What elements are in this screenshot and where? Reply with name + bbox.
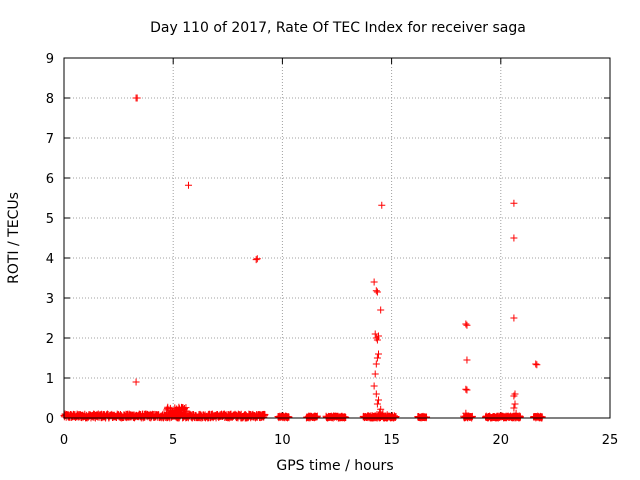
data-point	[533, 361, 541, 369]
y-tick-label: 5	[46, 212, 54, 227]
data-point	[510, 392, 518, 400]
y-tick-label: 2	[46, 332, 54, 347]
x-tick-label: 10	[274, 433, 291, 448]
x-tick-label: 25	[602, 433, 619, 448]
data-point	[133, 94, 141, 102]
data-point	[253, 255, 261, 263]
data-point-baseline	[261, 411, 269, 419]
y-tick-label: 9	[46, 52, 54, 67]
data-point-baseline	[182, 411, 190, 419]
data-point	[462, 320, 470, 328]
data-point-baseline	[285, 413, 293, 421]
data-point	[370, 382, 378, 390]
data-point	[376, 408, 384, 416]
data-point	[374, 350, 382, 358]
data-point-baseline	[423, 413, 431, 421]
x-tick-label: 0	[60, 433, 68, 448]
data-point	[184, 181, 192, 189]
x-tick-labels: 0 5 10 15 20 25	[60, 433, 618, 448]
y-tick-label: 6	[46, 172, 54, 187]
data-points	[60, 94, 546, 422]
x-tick-label: 5	[169, 433, 177, 448]
data-point	[377, 306, 385, 314]
data-point	[373, 400, 381, 408]
data-point	[372, 360, 380, 368]
grid-lines	[64, 58, 610, 418]
plot-frame	[63, 57, 611, 419]
data-point	[374, 332, 382, 340]
y-tick-label: 3	[46, 292, 54, 307]
data-point	[374, 396, 382, 404]
y-tick-label: 4	[46, 252, 54, 267]
y-axis-label: ROTI / TECUs	[6, 192, 22, 284]
data-point	[462, 385, 470, 393]
data-point	[383, 411, 391, 419]
data-point	[371, 370, 379, 378]
data-point	[252, 256, 260, 264]
data-point	[532, 360, 540, 368]
data-point	[463, 321, 471, 329]
data-point-baseline	[182, 407, 190, 415]
chart-title: Day 110 of 2017, Rate Of TEC Index for r…	[150, 20, 526, 36]
x-tick-label: 15	[383, 433, 400, 448]
data-point	[511, 400, 519, 408]
y-tick-label: 1	[46, 372, 54, 387]
data-point-baseline	[538, 413, 546, 421]
data-point	[512, 409, 520, 417]
y-tick-labels: 0 1 2 3 4 5 6 7 8 9	[46, 52, 54, 427]
data-point	[463, 386, 471, 394]
data-point	[132, 378, 140, 386]
data-point-baseline	[516, 413, 524, 421]
x-tick-label: 20	[493, 433, 510, 448]
y-tick-label: 0	[46, 412, 54, 427]
y-tick-label: 8	[46, 92, 54, 107]
data-point	[372, 287, 380, 295]
data-point	[373, 288, 381, 296]
data-point	[510, 234, 518, 242]
data-point	[373, 336, 381, 344]
data-point	[510, 199, 518, 207]
data-point	[510, 404, 518, 412]
y-tick-label: 7	[46, 132, 54, 147]
data-point	[378, 201, 386, 209]
axis-ticks	[63, 57, 611, 419]
data-point-baseline	[342, 413, 350, 421]
data-point-baseline	[392, 412, 400, 420]
data-point	[373, 354, 381, 362]
data-point	[463, 356, 471, 364]
data-point	[510, 314, 518, 322]
data-point	[370, 278, 378, 286]
data-point	[372, 390, 380, 398]
x-axis-label: GPS time / hours	[276, 458, 393, 474]
